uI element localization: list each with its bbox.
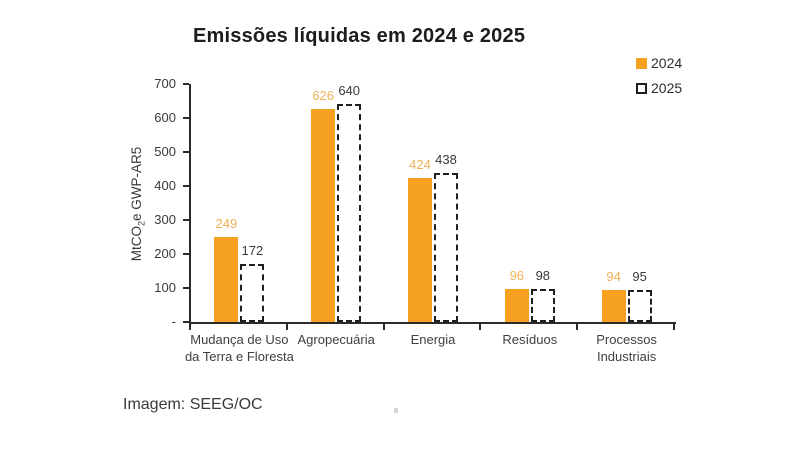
value-label-2025: 95 <box>632 268 647 284</box>
legend-item-2025: 2025 <box>636 80 682 96</box>
bar-2025 <box>530 288 555 322</box>
y-axis-line <box>189 84 191 324</box>
category-label: Mudança de Uso da Terra e Floresta <box>184 332 294 364</box>
bar-2024 <box>601 290 626 322</box>
y-tick <box>183 83 189 85</box>
y-tick <box>183 117 189 119</box>
legend-item-2024: 2024 <box>636 55 682 71</box>
footnote-mark: 8 <box>394 408 398 415</box>
y-tick <box>183 253 189 255</box>
legend-label: 2025 <box>651 80 683 96</box>
x-tick <box>479 324 482 330</box>
value-label-2025: 172 <box>241 242 264 258</box>
value-label-2025: 438 <box>435 152 457 168</box>
x-tick <box>382 324 385 330</box>
y-tick-label: 700 <box>154 76 176 91</box>
y-tick-label: 100 <box>154 280 176 295</box>
value-label-2025: 640 <box>338 83 361 99</box>
legend-swatch-dashed <box>636 82 647 94</box>
bar-2025 <box>627 289 652 322</box>
value-label-2024: 249 <box>215 216 238 232</box>
bar-2024 <box>408 177 432 322</box>
y-tick-label: - <box>171 314 176 329</box>
value-label-2024: 424 <box>409 156 431 172</box>
y-tick <box>183 287 189 289</box>
category-label: Agropecuária <box>297 332 375 347</box>
y-tick <box>183 185 189 187</box>
bar-2024 <box>214 237 239 322</box>
bar-2025 <box>434 173 458 322</box>
legend-swatch-solid <box>636 57 647 69</box>
chart-title: Emissões líquidas em 2024 e 2025 <box>193 25 526 47</box>
x-tick <box>576 324 579 330</box>
y-tick-label: 200 <box>154 246 176 261</box>
bar-2024 <box>504 289 529 322</box>
category-label: Resíduos <box>502 332 558 347</box>
y-tick-label: 600 <box>154 110 176 125</box>
y-tick-label: 400 <box>154 178 176 193</box>
legend: 2024 2025 <box>636 55 682 105</box>
legend-label: 2024 <box>651 55 683 71</box>
bar-2024 <box>311 109 336 322</box>
y-tick <box>183 219 189 221</box>
x-tick <box>285 324 288 330</box>
y-tick <box>183 151 189 153</box>
category-label: Energia <box>410 332 456 347</box>
x-axis-line <box>189 322 676 324</box>
value-label-2024: 94 <box>606 269 621 285</box>
bar-2025 <box>337 104 362 322</box>
x-tick <box>189 324 191 330</box>
value-label-2024: 96 <box>509 268 525 284</box>
x-tick <box>673 324 675 330</box>
value-label-2024: 626 <box>312 88 335 104</box>
y-tick-label: 300 <box>154 212 176 227</box>
value-label-2025: 98 <box>535 267 551 283</box>
image-credit: Imagem: SEEG/OC <box>123 396 263 413</box>
bar-2025 <box>240 263 265 322</box>
category-label: Processos Industriais <box>596 332 657 364</box>
y-tick-label: 500 <box>154 144 176 159</box>
y-tick <box>183 321 189 323</box>
